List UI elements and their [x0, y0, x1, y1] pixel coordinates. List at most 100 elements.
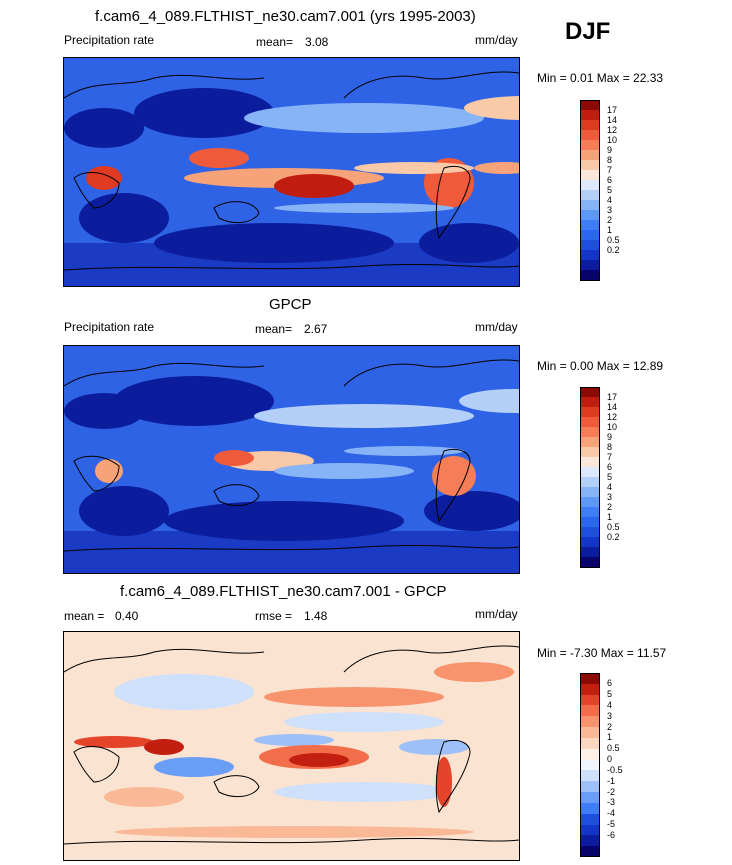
colorbar-swatch: [580, 437, 600, 448]
colorbar-tick-label: 4: [607, 481, 613, 492]
colorbar-swatch: [580, 270, 600, 281]
colorbar-tick-label: 3: [607, 491, 613, 502]
panel-obs-title: GPCP: [269, 296, 312, 313]
colorbar-swatch: [580, 824, 600, 836]
colorbar-swatch: [580, 260, 600, 271]
colorbar-swatch: [580, 517, 600, 528]
colorbar-tick-label: 5: [607, 471, 613, 482]
colorbar-tick-label: 17: [607, 104, 618, 115]
colorbar-tick-label: -2: [607, 786, 616, 797]
colorbar-swatch: [580, 813, 600, 826]
colorbar-swatch: [580, 792, 600, 804]
colorbar-swatch: [580, 170, 600, 181]
colorbar-tick-label: 0.5: [607, 743, 620, 754]
colorbar-swatch: [580, 190, 600, 201]
colorbar-tick-label: 17: [607, 391, 618, 402]
colorbar-tick-label: -6: [607, 829, 616, 840]
colorbar-tick-label: 1: [607, 511, 613, 522]
colorbar-tick-label: 4: [607, 194, 613, 205]
colorbar-swatch: [580, 835, 600, 847]
colorbar-tick-label: 4: [607, 699, 613, 710]
colorbar-swatch: [580, 120, 600, 131]
colorbar-swatch: [580, 220, 600, 231]
panel-model-units: mm/day: [475, 33, 518, 47]
colorbar-tick-label: 9: [607, 431, 613, 442]
colorbar-tick-label: 5: [607, 689, 613, 700]
panel-diff-title: f.cam6_4_089.FLTHIST_ne30.cam7.001 - GPC…: [120, 583, 447, 600]
colorbar-tick-label: 1: [607, 224, 613, 235]
colorbar-swatch: [580, 557, 600, 568]
panel-diff-map: [63, 631, 520, 861]
panel-diff-rmse-value: 1.48: [304, 609, 328, 623]
panel-obs-map: [63, 345, 520, 574]
colorbar-swatch: [580, 200, 600, 211]
panel-diff-colorbar: 6 5 4 3 2 1 0.5 0 -0.5 -1 -2 -3 -4 -5 -6: [580, 673, 660, 858]
colorbar-swatch: [580, 737, 600, 750]
colorbar-swatch: [580, 705, 600, 717]
colorbar-swatch: [580, 716, 600, 728]
colorbar-swatch: [580, 407, 600, 418]
panel-model-variable-label: Precipitation rate: [64, 33, 155, 47]
colorbar-tick-label: 3: [607, 710, 613, 721]
colorbar-swatch: [580, 397, 600, 408]
panel-model-minmax: Min = 0.01 Max = 22.33: [537, 71, 664, 85]
colorbar-tick-label: 6: [607, 678, 613, 689]
colorbar-swatch: [580, 230, 600, 241]
panel-model-map: [63, 57, 520, 287]
colorbar-swatch: [580, 180, 600, 191]
colorbar-tick-label: 3: [607, 204, 613, 215]
panel-diff-map-svg: [64, 632, 519, 860]
colorbar-tick-label: 10: [607, 421, 618, 432]
colorbar-tick-label: 2: [607, 501, 613, 512]
season-label: DJF: [565, 18, 611, 45]
colorbar-swatch: [580, 673, 600, 685]
colorbar-tick-label: 6: [607, 461, 613, 472]
panel-diff-rmse-label: rmse =: [255, 609, 293, 623]
colorbar-tick-label: 7: [607, 451, 613, 462]
colorbar-tick-label: 14: [607, 401, 618, 412]
colorbar-swatch: [580, 427, 600, 438]
colorbar-tick-label: 8: [607, 441, 613, 452]
colorbar-tick-label: -3: [607, 797, 616, 808]
colorbar-tick-label: 7: [607, 164, 613, 175]
panel-obs-colorbar: 17 14 12 10 9 8 7 6 5 4 3 2 1 0.5 0.2: [580, 387, 660, 569]
colorbar-tick-label: 14: [607, 114, 618, 125]
panel-model-mean-label: mean=: [256, 35, 294, 49]
panel-model-mean-value: 3.08: [305, 35, 329, 49]
colorbar-swatch: [580, 537, 600, 548]
colorbar-tick-label: 0: [607, 754, 613, 765]
colorbar-swatch: [580, 694, 600, 706]
colorbar-tick-label: -5: [607, 819, 616, 830]
panel-diff-mean-value: 0.40: [115, 609, 139, 623]
colorbar-swatch: [580, 210, 600, 221]
colorbar-swatch: [580, 781, 600, 793]
colorbar-tick-label: 1: [607, 732, 613, 743]
colorbar-swatch: [580, 770, 600, 782]
panel-diff-mean-label: mean =: [64, 609, 105, 623]
colorbar-swatch: [580, 467, 600, 478]
colorbar-tick-label: 0.5: [607, 234, 620, 245]
colorbar-swatch: [580, 477, 600, 488]
colorbar-swatch: [580, 683, 600, 696]
colorbar-swatch: [580, 846, 600, 858]
colorbar-swatch: [580, 497, 600, 508]
colorbar-tick-label: 2: [607, 721, 613, 732]
panel-obs-minmax: Min = 0.00 Max = 12.89: [537, 359, 664, 373]
colorbar-tick-label: 8: [607, 154, 613, 165]
colorbar-swatch: [580, 487, 600, 498]
colorbar-swatch: [580, 727, 600, 739]
colorbar-tick-label: 0.2: [607, 244, 620, 255]
colorbar-swatch: [580, 240, 600, 251]
colorbar-swatch: [580, 150, 600, 161]
colorbar-swatch: [580, 447, 600, 458]
colorbar-swatch: [580, 507, 600, 518]
colorbar-swatch: [580, 748, 600, 761]
colorbar-tick-label: 5: [607, 184, 613, 195]
colorbar-tick-label: 12: [607, 124, 618, 135]
panel-obs-units: mm/day: [475, 320, 518, 334]
colorbar-swatch: [580, 100, 600, 111]
colorbar-tick-label: -0.5: [607, 764, 623, 775]
colorbar-tick-label: 10: [607, 134, 618, 145]
panel-obs-mean-value: 2.67: [304, 322, 328, 336]
colorbar-swatch: [580, 387, 600, 398]
